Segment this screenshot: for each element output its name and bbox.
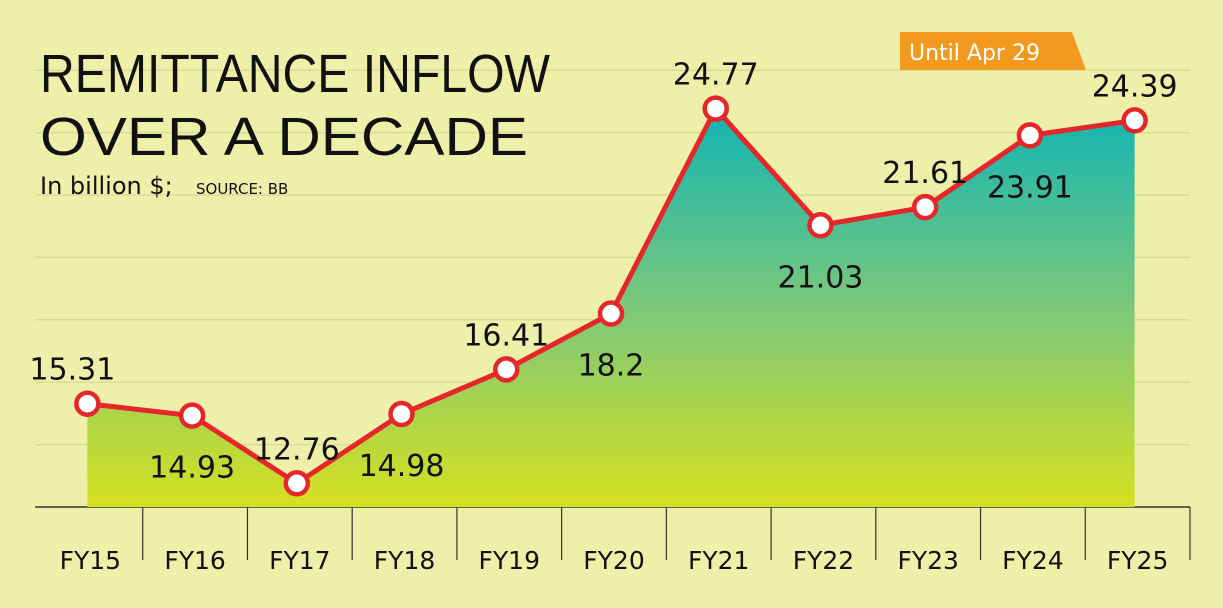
point [74, 390, 101, 417]
point [1016, 122, 1044, 149]
point [597, 300, 625, 327]
x-tick-label: FY21 [688, 546, 749, 575]
x-tick-label: FY22 [793, 546, 854, 575]
point [178, 402, 206, 429]
x-tick-label: FY19 [479, 546, 540, 575]
source: SOURCE: BB [196, 180, 288, 198]
x-tick-label: FY15 [60, 546, 121, 575]
annotation: Until Apr 29 [909, 41, 1040, 66]
chart-title: REMITTANCE INFLOW [40, 44, 550, 104]
data-label: 21.61 [882, 156, 968, 191]
point [283, 470, 311, 497]
data-label: 14.93 [149, 451, 235, 486]
area [87, 108, 1135, 508]
data-label: 15.31 [29, 353, 115, 388]
x-tick-label: FY16 [164, 546, 225, 575]
x-tick-label: FY25 [1107, 546, 1168, 575]
x-tick-label: FY23 [897, 546, 958, 575]
point [388, 400, 415, 428]
x-tick-label: FY24 [1002, 546, 1063, 575]
x-tick-label: FY17 [269, 546, 330, 575]
chart-title-line2: OVER A DECADE [40, 107, 528, 167]
annotation-tag [900, 32, 1086, 70]
point [493, 356, 520, 383]
data-label: 24.77 [673, 58, 759, 93]
point [807, 212, 834, 239]
point [702, 95, 729, 122]
data-label: 12.76 [254, 432, 340, 467]
x-tick-label: FY18 [374, 546, 435, 575]
subtitle: In billion $; [40, 172, 173, 200]
point [1121, 107, 1148, 134]
x-tick-label: FY20 [583, 546, 644, 575]
data-label: 14.98 [359, 449, 445, 484]
data-label: 18.2 [578, 349, 645, 384]
point [911, 193, 939, 221]
data-label: 16.41 [463, 318, 549, 353]
data-label: 23.91 [987, 170, 1073, 205]
data-label: 24.39 [1092, 69, 1178, 104]
data-label: 21.03 [778, 260, 864, 295]
